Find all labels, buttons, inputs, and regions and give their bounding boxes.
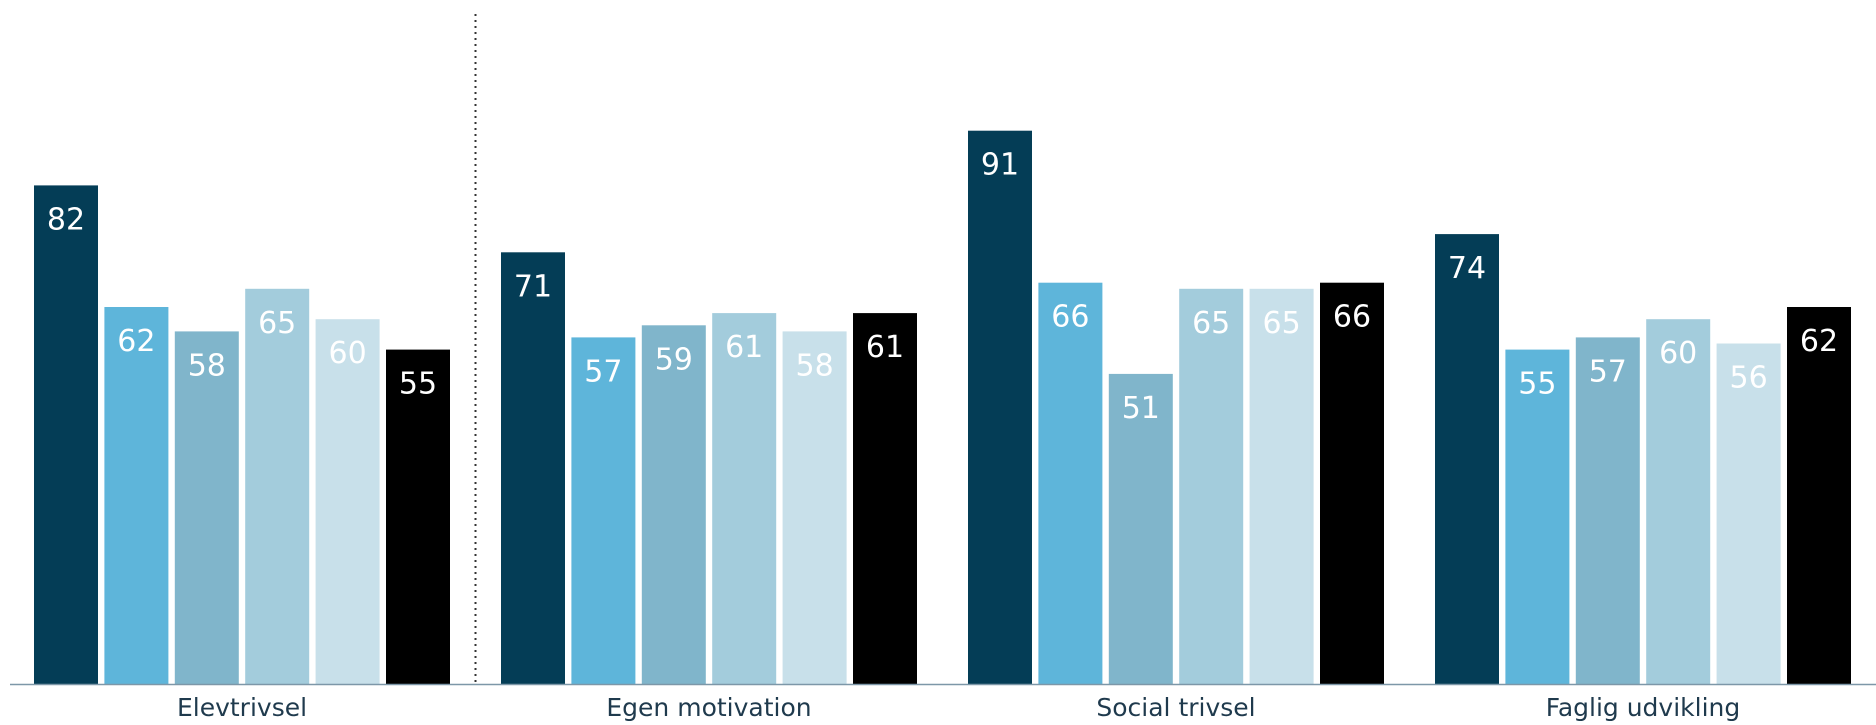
bar-0-3 xyxy=(245,288,310,684)
x-axis: Elevtrivsel Egen motivation Social trivsel… xyxy=(10,14,1876,722)
bar-value-label: 66 xyxy=(1333,300,1371,335)
bar-1-0 xyxy=(501,252,565,685)
bar-0-4 xyxy=(315,319,380,684)
bar-3-3 xyxy=(1646,319,1711,684)
bar-2-3 xyxy=(1179,288,1244,684)
bar-value-label: 66 xyxy=(1051,300,1089,335)
bar-3-2 xyxy=(1575,337,1640,684)
bars-layer xyxy=(34,130,1851,685)
bar-value-label: 60 xyxy=(1659,336,1697,371)
bar-1-1 xyxy=(571,337,636,684)
bar-value-label: 60 xyxy=(329,336,367,371)
bar-value-label: 56 xyxy=(1730,361,1768,396)
bar-value-label: 91 xyxy=(981,148,1019,183)
bar-3-4 xyxy=(1716,343,1781,684)
bar-value-labels: 82 62 58 65 60 55 71 57 59 61 58 61 91 66 51 65 65 66 74 55… xyxy=(47,148,1838,426)
bar-value-label: 55 xyxy=(1518,367,1556,402)
bar-value-label: 57 xyxy=(1589,354,1627,389)
category-label: Elevtrivsel xyxy=(177,693,307,722)
bar-value-label: 61 xyxy=(866,330,904,365)
bar-1-4 xyxy=(782,331,847,684)
bar-1-5 xyxy=(853,313,917,684)
bar-value-label: 65 xyxy=(1192,306,1230,341)
bar-value-label: 62 xyxy=(117,324,155,359)
bar-1-3 xyxy=(712,313,777,684)
bar-3-5 xyxy=(1787,307,1851,684)
bar-value-label: 55 xyxy=(399,367,437,402)
bar-value-label: 58 xyxy=(188,348,226,383)
bar-value-label: 65 xyxy=(258,306,296,341)
bar-1-2 xyxy=(641,325,706,684)
bar-3-0 xyxy=(1435,234,1499,684)
category-label: Social trivsel xyxy=(1096,693,1255,722)
bar-2-2 xyxy=(1108,373,1173,684)
bar-0-0 xyxy=(34,185,98,684)
bar-value-label: 59 xyxy=(655,342,693,377)
bar-value-label: 58 xyxy=(796,348,834,383)
bar-2-5 xyxy=(1320,282,1384,684)
bar-0-2 xyxy=(174,331,239,684)
bar-2-0 xyxy=(968,130,1032,684)
bar-value-label: 65 xyxy=(1263,306,1301,341)
category-label: Egen motivation xyxy=(606,693,811,722)
bar-value-label: 51 xyxy=(1122,391,1160,426)
bar-value-label: 57 xyxy=(584,354,622,389)
bar-3-1 xyxy=(1505,349,1570,684)
bar-value-label: 74 xyxy=(1448,251,1486,286)
bar-value-label: 82 xyxy=(47,202,85,237)
bar-2-4 xyxy=(1249,288,1314,684)
category-label: Faglig udvikling xyxy=(1546,693,1741,722)
bar-2-1 xyxy=(1038,282,1103,684)
bar-value-label: 62 xyxy=(1800,324,1838,359)
bar-0-5 xyxy=(386,349,450,684)
bar-0-1 xyxy=(104,307,169,684)
bar-value-label: 71 xyxy=(514,269,552,304)
bar-value-label: 61 xyxy=(725,330,763,365)
